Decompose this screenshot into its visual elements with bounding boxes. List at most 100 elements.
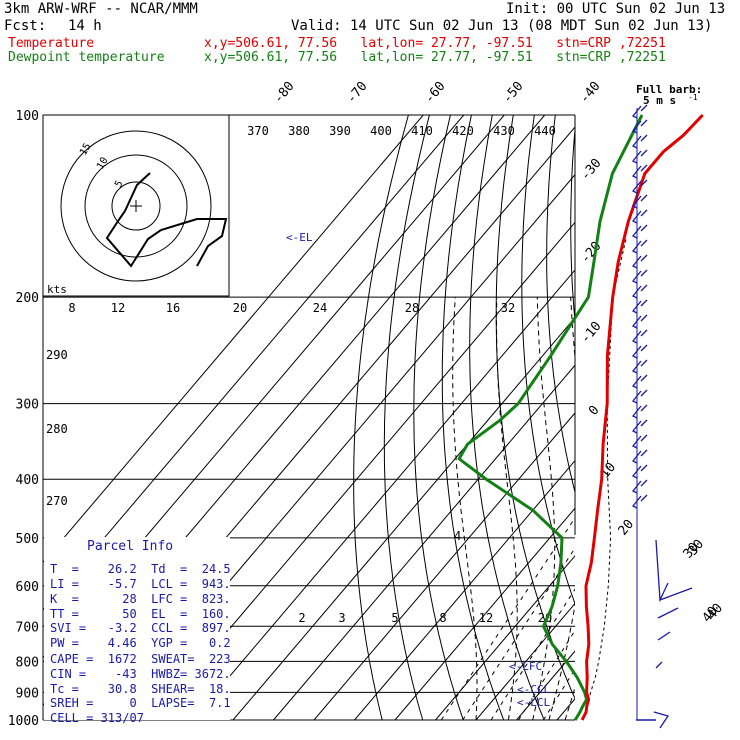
parcel-info-row: T = 26.2 Td = 24.5 xyxy=(50,562,231,576)
dry-adiabat xyxy=(441,115,505,720)
clipped-grid xyxy=(43,115,740,720)
wind-barb xyxy=(631,359,648,374)
hodograph-trace xyxy=(105,172,228,268)
theta-left-label: 270 xyxy=(46,494,68,508)
wind-barb xyxy=(631,479,648,494)
theta-label: 410 xyxy=(411,124,433,138)
isotherm-label: -80 xyxy=(271,79,298,107)
isotherm-line xyxy=(43,115,424,564)
valid-time: Valid: 14 UTC Sun 02 Jun 13 (08 MDT Sun … xyxy=(291,18,713,34)
parcel-info-row: CAPE = 1672 SWEAT= 223 xyxy=(50,652,231,666)
parcel-info-row: PW = 4.46 YGP = 0.2 xyxy=(50,636,231,650)
mixing-ratio-labels: 8 12 16 20 24 28 322 3 5 8 12 20 xyxy=(68,301,552,625)
dry-adiabat xyxy=(413,115,464,720)
mixing-ratio-top-label: 20 xyxy=(233,301,247,315)
hodograph-ring-label: 10 xyxy=(95,156,111,172)
isotherm-line xyxy=(273,364,575,720)
mixing-ratio-line xyxy=(462,547,575,720)
pressure-label: 700 xyxy=(16,620,39,635)
isotherm-line xyxy=(516,650,575,720)
isotherm-label: -30 xyxy=(578,156,605,184)
theta-labels: 370 380 390 400 410 420 430 440 290 280 270 4 xyxy=(46,124,556,543)
init-time: Init: 00 UTC Sun 02 Jun 13 xyxy=(506,1,726,17)
pressure-label: 400 xyxy=(16,473,39,488)
pressure-label: 600 xyxy=(16,580,39,595)
mixing-ratio-bottom-label: 8 xyxy=(439,611,446,625)
wind-barb xyxy=(631,104,648,119)
wind-barb xyxy=(631,449,648,464)
wind-barb xyxy=(631,269,648,284)
wind-barb xyxy=(631,374,648,389)
wind-barb xyxy=(631,239,648,254)
temperature-legend: Temperature xyxy=(8,36,95,51)
theta-left-label: 280 xyxy=(46,422,68,436)
parcel-info-row: SVI = -3.2 CCL = 897. xyxy=(50,621,231,635)
dry-adiabat xyxy=(702,115,740,720)
dry-adiabat xyxy=(353,115,409,720)
pressure-label: 900 xyxy=(16,686,39,701)
parcel-trace xyxy=(586,238,627,707)
dry-adiabat xyxy=(383,115,430,720)
dewpoint-location: x,y=506.61, 77.56 lat,lon= 27.77, -97.51… xyxy=(204,50,666,65)
theta-label: 390 xyxy=(329,124,351,138)
parcel-info-row: SREH = 0 LAPSE= 7.1 xyxy=(50,696,231,710)
isotherm-label: 20 xyxy=(616,517,638,539)
theta-label: 430 xyxy=(493,124,515,138)
dry-adiabat xyxy=(495,115,575,700)
isotherm-line xyxy=(556,698,575,720)
isotherm-label: -20 xyxy=(578,239,605,267)
theta-label: 420 xyxy=(452,124,474,138)
mixing-ratio-top-label: 28 xyxy=(405,301,419,315)
wind-barb xyxy=(631,299,648,314)
moist-adiabat xyxy=(548,297,575,720)
wind-barb xyxy=(631,404,648,419)
isotherm-label: -40 xyxy=(577,79,604,107)
wind-barb xyxy=(631,434,648,449)
isotherm-line xyxy=(679,115,740,720)
wind-barb xyxy=(631,164,648,179)
mixing-ratio-top-label: 32 xyxy=(501,301,515,315)
moist-adiabat xyxy=(532,297,556,720)
pressure-label: 200 xyxy=(16,291,39,306)
wind-barb-lower xyxy=(653,539,693,729)
mixing-ratio-line xyxy=(490,588,575,720)
parcel-info-row: K = 28 LFC = 823. xyxy=(50,592,231,606)
isotherm-label: 0 xyxy=(586,403,603,419)
isotherm-label: -70 xyxy=(344,79,371,107)
pressure-label: 100 xyxy=(16,109,39,124)
wind-barb xyxy=(631,494,648,509)
theta-label: 440 xyxy=(534,124,556,138)
barb-key-line2: 5 m s xyxy=(643,94,677,107)
temperature-trace xyxy=(580,113,704,721)
isotherm-label: -10 xyxy=(578,319,605,347)
wind-barb xyxy=(631,254,648,269)
dry-adiabat xyxy=(594,115,740,720)
isotherm-label: -50 xyxy=(500,79,527,107)
level-marker: <-CCL xyxy=(517,683,550,696)
isotherm-line xyxy=(475,602,575,720)
isotherm-line xyxy=(151,221,575,720)
dry-adiabat xyxy=(469,115,545,720)
wind-barb xyxy=(631,314,648,329)
mixing-ratio-bottom-label: 5 xyxy=(391,611,398,625)
hodograph-ring-label: 15 xyxy=(78,142,94,158)
hodograph-kts-label: kts xyxy=(47,283,67,296)
dry-adiabat xyxy=(723,115,740,720)
parcel-info-row: CIN = -43 HWBZ= 3672. xyxy=(50,667,231,681)
mixing-ratio-bottom-label: 3 xyxy=(338,611,345,625)
pressure-label: 1000 xyxy=(8,714,39,729)
wind-barb xyxy=(631,179,648,194)
isotherm-line xyxy=(638,115,740,720)
model-title: 3km ARW-WRF -- NCAR/MMM xyxy=(4,1,198,17)
isotherm-line xyxy=(354,459,575,720)
moist-adiabat xyxy=(452,297,478,720)
moist-adiabat xyxy=(598,297,711,720)
theta-e-label: 4 xyxy=(454,529,461,543)
isotherm-line xyxy=(394,507,575,720)
wind-barb xyxy=(631,329,648,344)
wind-barb xyxy=(631,134,648,149)
wind-barb xyxy=(631,389,648,404)
